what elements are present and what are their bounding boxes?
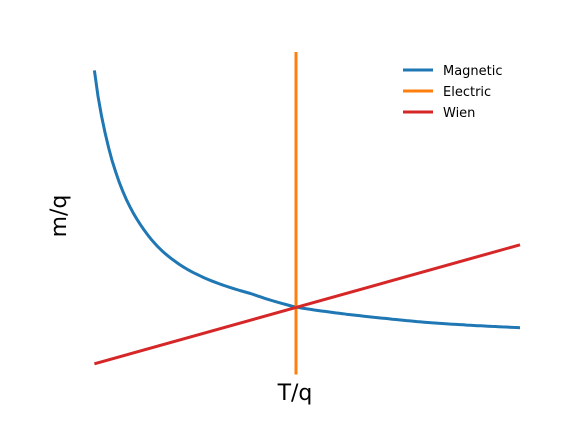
legend-label-electric: Electric bbox=[443, 85, 491, 100]
y-axis-label: m/q bbox=[47, 195, 72, 238]
x-axis-label: T/q bbox=[277, 381, 313, 406]
plot-area bbox=[92, 52, 521, 375]
legend-label-magnetic: Magnetic bbox=[443, 64, 503, 79]
series-line-wien bbox=[93, 243, 521, 366]
legend-label-wien: Wien bbox=[443, 106, 475, 121]
series-line-magnetic bbox=[92, 70, 521, 330]
legend: Magnetic Electric Wien bbox=[403, 64, 503, 121]
